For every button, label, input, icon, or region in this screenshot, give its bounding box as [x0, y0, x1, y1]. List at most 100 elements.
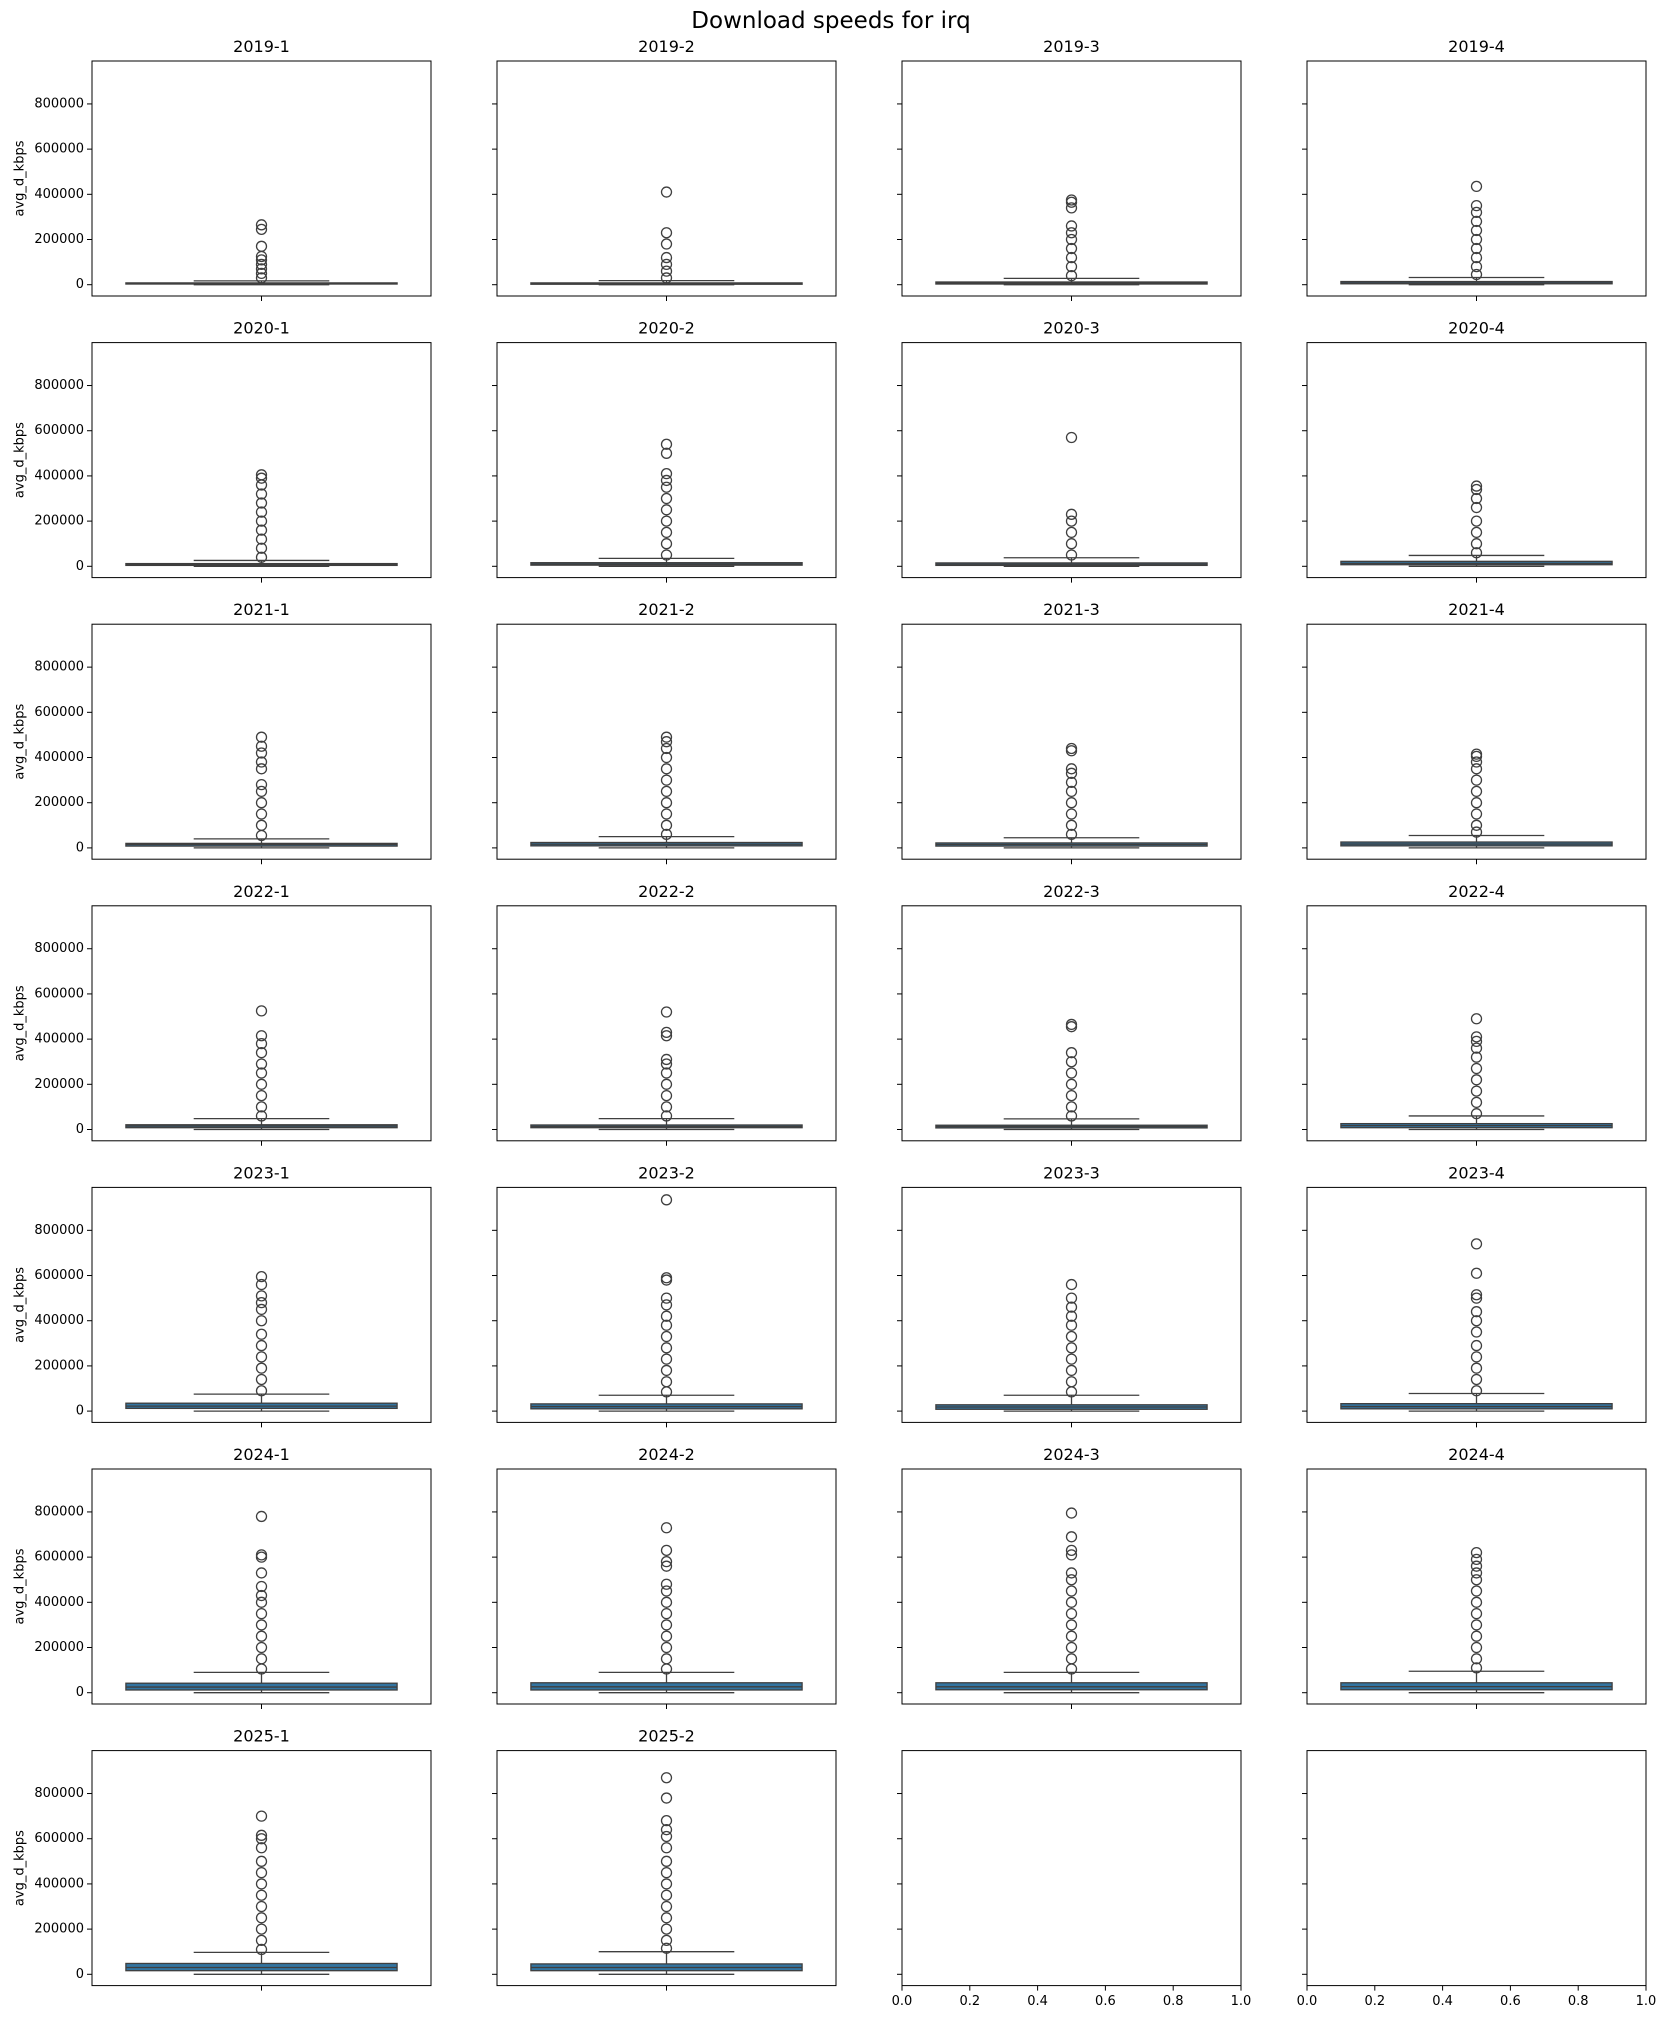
outlier — [1470, 1574, 1483, 1586]
outlier — [255, 240, 268, 252]
y-tick-label: 600000 — [34, 142, 84, 157]
outlier — [255, 740, 268, 752]
outlier — [1065, 194, 1078, 206]
outlier — [1470, 242, 1483, 255]
y-tick-label: 0 — [76, 1404, 84, 1419]
outlier — [1065, 1507, 1078, 1519]
panel-title: 2024-1 — [233, 1445, 290, 1464]
outlier — [255, 1078, 268, 1090]
outlier — [1065, 1364, 1078, 1377]
outlier — [1470, 1306, 1483, 1318]
panel-title: 2022-4 — [1448, 882, 1505, 901]
outlier — [1470, 1051, 1483, 1063]
outlier — [1065, 1319, 1078, 1331]
outlier — [255, 819, 268, 831]
outlier — [660, 492, 673, 505]
axes-frame — [901, 623, 1242, 860]
outlier — [255, 1878, 268, 1890]
outlier — [1065, 1018, 1078, 1031]
y-tick-label: 0 — [76, 840, 84, 855]
outlier — [1065, 202, 1078, 214]
outlier — [255, 1653, 268, 1665]
outlier — [255, 219, 268, 231]
outlier — [1065, 1110, 1078, 1122]
panel-title: 2023-1 — [233, 1163, 290, 1182]
axes-frame — [496, 60, 837, 297]
outlier — [660, 1026, 673, 1038]
outlier — [660, 736, 673, 748]
y-tick-label: 0 — [76, 559, 84, 574]
y-tick-label: 0 — [76, 1685, 84, 1700]
outlier — [660, 808, 673, 820]
outlier — [1065, 1310, 1078, 1322]
outlier — [255, 1580, 268, 1593]
y-tick-label: 600000 — [34, 1831, 84, 1846]
outlier — [1470, 483, 1483, 496]
y-tick-label: 800000 — [34, 1786, 84, 1801]
outlier — [255, 1833, 268, 1845]
outlier — [1470, 547, 1483, 559]
outlier — [1470, 1096, 1483, 1109]
y-axis-label: avg_d_kbps — [13, 1830, 28, 1906]
outlier — [1065, 1342, 1078, 1354]
outlier — [660, 1855, 673, 1867]
outlier — [660, 258, 673, 271]
outlier — [255, 1589, 268, 1602]
outlier — [1470, 748, 1483, 760]
outlier — [255, 731, 268, 743]
outlier — [255, 808, 268, 820]
x-tick-label: 0.0 — [892, 1994, 913, 2009]
panel-title: 2019-4 — [1448, 37, 1505, 56]
outlier — [660, 1630, 673, 1642]
outlier — [660, 1830, 673, 1843]
outlier — [1470, 1385, 1483, 1397]
outlier — [255, 1089, 268, 1102]
outlier — [1065, 1353, 1078, 1365]
panel-title: 2019-2 — [638, 37, 695, 56]
outlier — [1065, 431, 1078, 444]
axes-frame — [901, 60, 1242, 297]
outlier — [255, 1290, 268, 1302]
outlier — [255, 1296, 268, 1309]
outlier — [1470, 826, 1483, 838]
outlier — [255, 469, 268, 481]
x-tick-label: 0.0 — [1297, 1994, 1318, 2009]
outlier — [660, 504, 673, 516]
axes-frame — [1306, 1468, 1647, 1705]
panel-title: 2019-3 — [1043, 37, 1100, 56]
panel-title: 2022-1 — [233, 882, 290, 901]
outlier — [255, 267, 268, 280]
outlier — [1470, 224, 1483, 237]
outlier — [255, 1567, 268, 1579]
y-tick-label: 600000 — [34, 1550, 84, 1565]
outlier — [1065, 808, 1078, 820]
outlier — [1065, 233, 1078, 246]
outlier — [660, 828, 673, 840]
outlier — [1470, 480, 1483, 492]
outlier — [660, 549, 673, 561]
y-tick-label: 400000 — [34, 1595, 84, 1610]
outlier — [255, 1385, 268, 1397]
outlier — [255, 1866, 268, 1879]
outlier — [1065, 538, 1078, 550]
outlier — [1470, 1351, 1483, 1363]
outlier — [1065, 1301, 1078, 1313]
outlier — [1470, 1362, 1483, 1374]
outlier — [1065, 742, 1078, 755]
y-axis-label: avg_d_kbps — [13, 422, 28, 498]
outlier — [1065, 1596, 1078, 1608]
outlier — [255, 1842, 268, 1854]
outlier — [1470, 1662, 1483, 1674]
y-tick-label: 400000 — [34, 1876, 84, 1891]
outlier — [1470, 1013, 1483, 1025]
outlier — [255, 1923, 268, 1935]
outlier — [660, 447, 673, 459]
axes-frame — [496, 623, 837, 860]
outlier — [660, 1641, 673, 1654]
outlier — [255, 1315, 268, 1327]
outlier — [660, 1058, 673, 1070]
outlier — [255, 1037, 268, 1050]
panel-title: 2021-3 — [1043, 600, 1100, 619]
